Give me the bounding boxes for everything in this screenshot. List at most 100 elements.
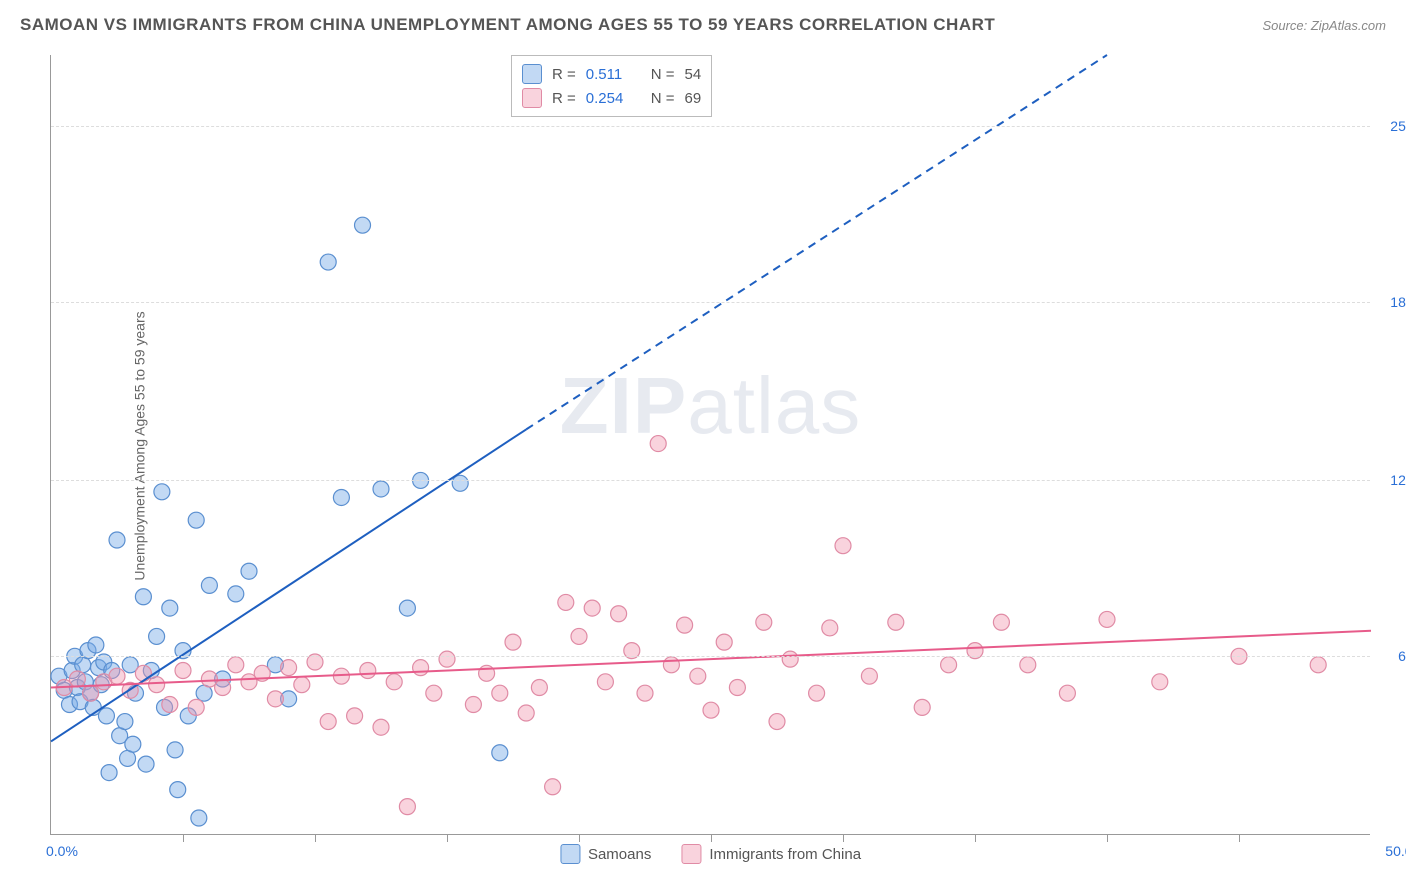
data-point [373,481,389,497]
data-point [109,668,125,684]
data-point [125,736,141,752]
data-point [135,589,151,605]
x-tick [579,834,580,842]
series-legend-item: Samoans [560,844,651,864]
data-point [716,634,732,650]
data-point [888,614,904,630]
x-tick [711,834,712,842]
x-tick [1107,834,1108,842]
data-point [769,714,785,730]
source-attribution: Source: ZipAtlas.com [1262,18,1386,33]
data-point [135,665,151,681]
data-point [83,685,99,701]
data-point [439,651,455,667]
data-point [545,779,561,795]
plot-area: ZIPatlas R =0.511N =54R =0.254N =69 Samo… [50,55,1370,835]
data-point [101,765,117,781]
y-tick-label: 18.8% [1375,294,1406,310]
legend-n-value: 54 [685,66,702,83]
data-point [170,782,186,798]
series-legend-item: Immigrants from China [681,844,861,864]
data-point [267,691,283,707]
data-point [584,600,600,616]
legend-r-value: 0.254 [586,90,641,107]
data-point [175,662,191,678]
data-point [413,660,429,676]
data-point [355,217,371,233]
chart-title: SAMOAN VS IMMIGRANTS FROM CHINA UNEMPLOY… [20,15,995,35]
x-tick [975,834,976,842]
gridline [51,302,1370,303]
data-point [88,637,104,653]
x-tick [843,834,844,842]
data-point [756,614,772,630]
gridline [51,656,1370,657]
data-point [149,628,165,644]
series-label: Samoans [588,846,651,863]
data-point [835,538,851,554]
data-point [69,671,85,687]
data-point [320,254,336,270]
legend-swatch [522,88,542,108]
legend-swatch [681,844,701,864]
x-tick [315,834,316,842]
data-point [109,532,125,548]
data-point [373,719,389,735]
legend-r-label: R = [552,90,576,107]
data-point [149,677,165,693]
y-tick-label: 25.0% [1375,118,1406,134]
data-point [138,756,154,772]
data-point [452,475,468,491]
source-link[interactable]: ZipAtlas.com [1311,18,1386,33]
data-point [241,563,257,579]
data-point [228,657,244,673]
data-point [941,657,957,673]
data-point [914,699,930,715]
y-tick-label: 12.5% [1375,472,1406,488]
data-point [117,714,133,730]
data-point [399,799,415,815]
source-prefix: Source: [1262,18,1310,33]
data-point [558,594,574,610]
data-point [611,606,627,622]
data-point [993,614,1009,630]
legend-n-value: 69 [685,90,702,107]
data-point [347,708,363,724]
data-point [426,685,442,701]
series-label: Immigrants from China [709,846,861,863]
data-point [518,705,534,721]
data-point [782,651,798,667]
correlation-legend: R =0.511N =54R =0.254N =69 [511,55,712,117]
x-tick [183,834,184,842]
data-point [162,600,178,616]
data-point [822,620,838,636]
data-point [162,697,178,713]
regression-line [51,631,1371,688]
legend-row: R =0.254N =69 [522,86,701,110]
data-point [98,708,114,724]
data-point [597,674,613,690]
data-point [281,660,297,676]
legend-swatch [560,844,580,864]
y-tick-label: 6.3% [1375,648,1406,664]
data-point [201,577,217,593]
data-point [1152,674,1168,690]
plot-svg [51,55,1370,834]
legend-r-value: 0.511 [586,66,641,83]
x-tick [447,834,448,842]
data-point [492,745,508,761]
data-point [154,484,170,500]
data-point [531,680,547,696]
data-point [333,489,349,505]
legend-row: R =0.511N =54 [522,62,701,86]
data-point [571,628,587,644]
data-point [677,617,693,633]
data-point [188,699,204,715]
data-point [505,634,521,650]
data-point [228,586,244,602]
chart-header: SAMOAN VS IMMIGRANTS FROM CHINA UNEMPLOY… [20,15,1386,35]
data-point [215,680,231,696]
x-tick [1239,834,1240,842]
data-point [690,668,706,684]
legend-n-label: N = [651,66,675,83]
